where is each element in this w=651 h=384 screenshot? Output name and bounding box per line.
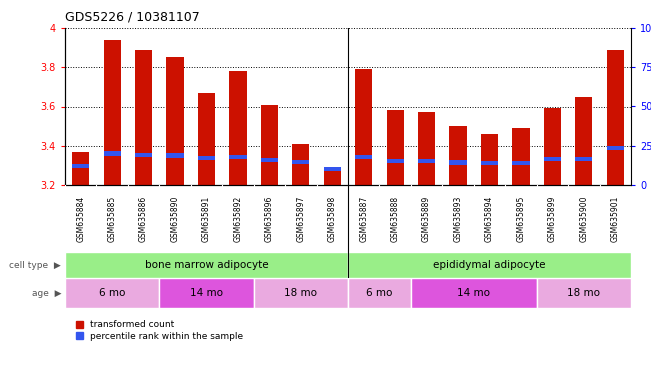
Bar <box>324 167 341 171</box>
Text: 6 mo: 6 mo <box>99 288 126 298</box>
Text: bone marrow adipocyte: bone marrow adipocyte <box>145 260 268 270</box>
Text: GSM635894: GSM635894 <box>485 195 494 242</box>
Bar <box>512 161 530 165</box>
Bar <box>512 128 530 185</box>
Bar <box>607 146 624 150</box>
Bar <box>544 157 561 161</box>
Text: GSM635897: GSM635897 <box>296 195 305 242</box>
Bar <box>355 69 372 185</box>
Bar <box>229 71 247 185</box>
Bar <box>104 151 121 156</box>
Text: GSM635896: GSM635896 <box>265 195 274 242</box>
Text: GSM635893: GSM635893 <box>454 195 463 242</box>
Text: GSM635890: GSM635890 <box>171 195 180 242</box>
Bar <box>536 278 631 308</box>
Text: epididymal adipocyte: epididymal adipocyte <box>434 260 546 270</box>
Bar <box>544 108 561 185</box>
Bar <box>449 126 467 185</box>
Bar <box>292 144 309 185</box>
Legend: transformed count, percentile rank within the sample: transformed count, percentile rank withi… <box>76 320 243 341</box>
Bar <box>411 278 536 308</box>
Bar <box>575 97 592 185</box>
Bar <box>348 252 631 278</box>
Bar <box>292 160 309 164</box>
Text: GSM635901: GSM635901 <box>611 195 620 242</box>
Bar <box>135 50 152 185</box>
Text: 18 mo: 18 mo <box>567 288 600 298</box>
Bar <box>198 156 215 161</box>
Bar <box>261 104 278 185</box>
Text: GSM635886: GSM635886 <box>139 195 148 242</box>
Bar <box>72 164 89 168</box>
Text: GSM635895: GSM635895 <box>516 195 525 242</box>
Text: GSM635885: GSM635885 <box>107 195 117 242</box>
Bar <box>229 155 247 159</box>
Bar <box>481 134 498 185</box>
Bar <box>72 152 89 185</box>
Bar <box>65 278 159 308</box>
Text: 14 mo: 14 mo <box>190 288 223 298</box>
Bar <box>135 153 152 157</box>
Bar <box>418 159 436 164</box>
Text: GSM635899: GSM635899 <box>548 195 557 242</box>
Text: GSM635898: GSM635898 <box>327 195 337 242</box>
Bar <box>159 278 254 308</box>
Bar <box>449 161 467 165</box>
Bar <box>198 93 215 185</box>
Bar <box>355 155 372 159</box>
Text: GSM635887: GSM635887 <box>359 195 368 242</box>
Bar <box>418 113 436 185</box>
Bar <box>167 58 184 185</box>
Text: GSM635884: GSM635884 <box>76 195 85 242</box>
Bar <box>387 111 404 185</box>
Bar <box>167 153 184 157</box>
Bar <box>575 157 592 161</box>
Bar <box>481 161 498 166</box>
Text: 6 mo: 6 mo <box>367 288 393 298</box>
Text: GSM635892: GSM635892 <box>234 195 242 242</box>
Bar <box>387 159 404 163</box>
Bar <box>348 278 411 308</box>
Bar <box>261 158 278 162</box>
Bar <box>607 50 624 185</box>
Text: 18 mo: 18 mo <box>284 288 317 298</box>
Bar <box>254 278 348 308</box>
Text: GSM635900: GSM635900 <box>579 195 589 242</box>
Text: 14 mo: 14 mo <box>457 288 490 298</box>
Bar <box>324 171 341 185</box>
Text: age  ▶: age ▶ <box>31 288 61 298</box>
Text: GSM635891: GSM635891 <box>202 195 211 242</box>
Bar <box>65 252 348 278</box>
Text: GDS5226 / 10381107: GDS5226 / 10381107 <box>65 11 200 24</box>
Text: cell type  ▶: cell type ▶ <box>9 260 61 270</box>
Bar <box>104 40 121 185</box>
Text: GSM635889: GSM635889 <box>422 195 431 242</box>
Text: GSM635888: GSM635888 <box>391 195 400 242</box>
